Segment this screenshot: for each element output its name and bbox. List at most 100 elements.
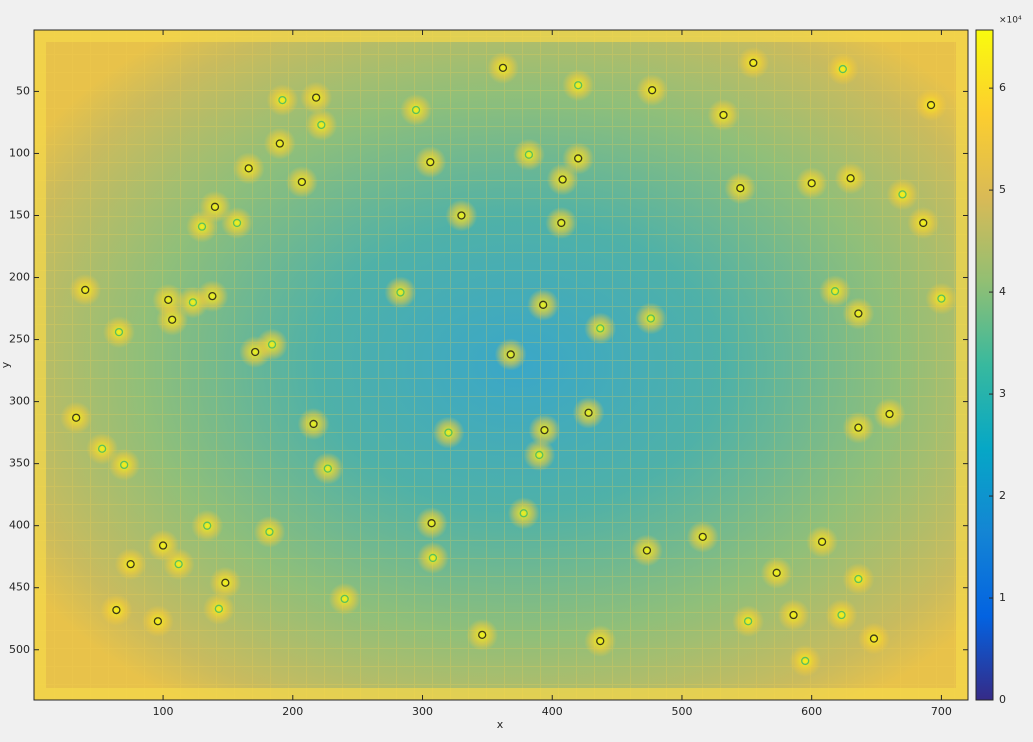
x-tick-label: 400 xyxy=(542,705,563,718)
point xyxy=(478,630,487,640)
point xyxy=(72,413,81,422)
point xyxy=(772,568,781,577)
point xyxy=(647,86,657,95)
y-tick-label: 350 xyxy=(9,457,30,470)
point xyxy=(574,154,583,163)
point-halo xyxy=(825,599,858,632)
point xyxy=(112,605,121,615)
y-tick-label: 300 xyxy=(9,395,30,408)
point xyxy=(535,450,544,460)
point-halo xyxy=(819,275,852,308)
point-halo xyxy=(732,605,765,638)
point-halo xyxy=(507,497,540,530)
x-tick-label: 700 xyxy=(931,705,952,718)
point xyxy=(153,617,163,626)
point xyxy=(524,150,534,159)
point-halo xyxy=(842,411,875,444)
point xyxy=(801,656,810,666)
point-halo xyxy=(834,162,867,195)
point-halo xyxy=(209,566,242,599)
point-halo xyxy=(915,89,948,122)
point xyxy=(574,81,583,90)
point-halo xyxy=(266,84,299,117)
x-tick-label: 100 xyxy=(153,705,174,718)
point-halo xyxy=(886,178,919,211)
x-tick-label: 500 xyxy=(671,705,692,718)
y-axis-label: y xyxy=(0,361,12,368)
point-halo xyxy=(826,53,859,86)
point xyxy=(97,444,107,453)
point-halo xyxy=(253,515,286,548)
point xyxy=(540,425,549,435)
point xyxy=(838,64,847,74)
point xyxy=(789,610,798,620)
point-halo xyxy=(416,541,449,574)
y-tick-label: 450 xyxy=(9,581,30,594)
point xyxy=(396,288,405,297)
point xyxy=(926,100,936,110)
point xyxy=(311,93,321,102)
point xyxy=(317,120,326,130)
point xyxy=(837,610,846,620)
point xyxy=(919,218,928,228)
colorbar-tick-label: 5 xyxy=(999,183,1006,196)
y-tick-label: 150 xyxy=(9,208,30,221)
point-halo xyxy=(724,172,757,205)
point-halo xyxy=(636,74,669,107)
x-tick-label: 200 xyxy=(282,705,303,718)
point-halo xyxy=(523,438,556,471)
point xyxy=(244,164,253,173)
point xyxy=(743,617,753,626)
point-halo xyxy=(486,51,519,84)
point-halo xyxy=(311,452,344,485)
point xyxy=(846,174,855,183)
point-halo xyxy=(686,520,719,553)
point-halo xyxy=(232,152,265,185)
point xyxy=(596,636,605,646)
y-tick-label: 500 xyxy=(9,643,30,656)
point-halo xyxy=(300,81,333,114)
point-halo xyxy=(86,432,119,465)
point-halo xyxy=(185,210,218,243)
point-halo xyxy=(806,525,839,558)
point-halo xyxy=(415,507,448,540)
colorbar-tick-label: 1 xyxy=(999,591,1006,604)
point xyxy=(210,202,220,211)
point xyxy=(232,218,242,228)
point xyxy=(457,211,466,220)
point xyxy=(557,218,566,228)
point xyxy=(323,464,332,473)
point xyxy=(275,139,284,148)
point xyxy=(830,287,840,296)
point xyxy=(584,408,593,417)
point-halo xyxy=(562,69,595,102)
point-halo xyxy=(857,622,890,655)
y-tick-label: 250 xyxy=(9,333,30,346)
point-halo xyxy=(545,206,578,239)
point xyxy=(642,546,652,555)
point-halo xyxy=(141,605,174,638)
point xyxy=(267,340,277,349)
point-halo xyxy=(907,206,940,239)
point-halo xyxy=(108,448,141,481)
point-halo xyxy=(432,416,465,449)
point xyxy=(164,295,173,305)
point xyxy=(444,428,453,437)
point xyxy=(297,177,307,187)
point-halo xyxy=(328,582,361,615)
point-halo xyxy=(925,282,958,315)
point xyxy=(506,350,515,359)
point-halo xyxy=(795,167,828,200)
point-halo xyxy=(221,206,254,239)
colorbar-tick-label: 6 xyxy=(999,81,1006,94)
point xyxy=(807,179,816,188)
point xyxy=(519,509,528,518)
x-tick-label: 300 xyxy=(412,705,433,718)
colorbar-tick-label: 2 xyxy=(999,489,1006,502)
axes-box xyxy=(33,29,969,701)
point-halo xyxy=(285,165,318,198)
point xyxy=(251,347,260,357)
point-halo xyxy=(100,594,133,627)
point-halo xyxy=(256,328,289,361)
